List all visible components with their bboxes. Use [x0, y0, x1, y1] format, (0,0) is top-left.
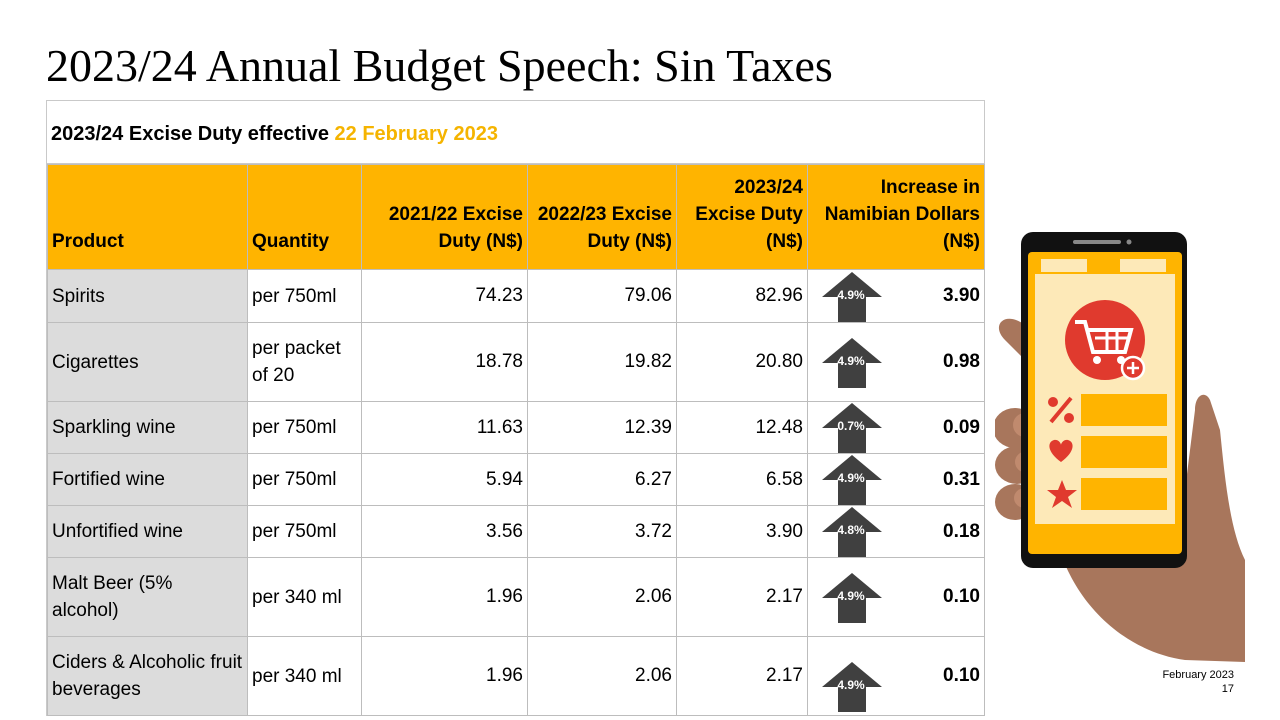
duty-2022-23-cell: 19.82	[527, 322, 677, 402]
product-cell: Fortified wine	[47, 453, 248, 506]
header-2023-24: 2023/24 Excise Duty (N$)	[676, 164, 808, 270]
product-cell: Unfortified wine	[47, 505, 248, 558]
percent-change-label: 4.9%	[837, 471, 865, 485]
table-caption: 2023/24 Excise Duty effective 22 Februar…	[51, 123, 498, 146]
footer-date: February 2023	[1162, 669, 1234, 681]
duty-2023-24-cell: 20.80	[676, 322, 808, 402]
duty-2021-22-cell: 11.63	[361, 401, 528, 454]
quantity-cell: per packet of 20	[247, 322, 362, 402]
increase-cell: 4.9% 0.10	[807, 636, 985, 716]
shopping-phone-illustration	[995, 232, 1245, 662]
up-arrow-icon: 4.9%	[820, 271, 884, 322]
duty-2022-23-cell: 12.39	[527, 401, 677, 454]
up-arrow-icon: 4.8%	[820, 507, 884, 557]
increase-cell: 4.8% 0.18	[807, 505, 985, 558]
table-row: Malt Beer (5% alcohol) per 340 ml 1.96 2.06…	[47, 557, 985, 637]
percent-change-label: 0.7%	[837, 419, 865, 433]
increase-value: 0.18	[943, 520, 980, 542]
quantity-cell: per 340 ml	[247, 636, 362, 716]
header-increase: Increase in Namibian Dollars (N$)	[807, 164, 985, 270]
duty-2023-24-cell: 82.96	[676, 269, 808, 323]
table-row: Ciders & Alcoholic fruit beverages per 34…	[47, 636, 985, 716]
increase-cell: 4.9% 3.90	[807, 269, 985, 323]
slide-footer: February 2023 17	[1162, 668, 1234, 696]
table-row: Fortified wine per 750ml 5.94 6.27 6.58 4.9% 0…	[47, 453, 985, 506]
table-row: Unfortified wine per 750ml 3.56 3.72 3.90 4.8…	[47, 505, 985, 558]
header-quantity: Quantity	[247, 164, 362, 270]
shopping-cart-icon	[1065, 300, 1146, 381]
quantity-cell: per 750ml	[247, 269, 362, 323]
duty-2021-22-cell: 5.94	[361, 453, 528, 506]
increase-value: 0.10	[943, 665, 980, 686]
increase-value: 0.31	[943, 468, 980, 490]
duty-2023-24-cell: 3.90	[676, 505, 808, 558]
increase-value: 0.98	[943, 351, 980, 372]
percent-change-label: 4.9%	[837, 288, 865, 302]
header-2022-23: 2022/23 Excise Duty (N$)	[527, 164, 677, 270]
quantity-cell: per 750ml	[247, 505, 362, 558]
up-arrow-icon: 4.9%	[820, 337, 884, 389]
duty-2022-23-cell: 2.06	[527, 557, 677, 637]
product-cell: Sparkling wine	[47, 401, 248, 454]
header-2021-22: 2021/22 Excise Duty (N$)	[361, 164, 528, 270]
up-arrow-icon: 4.9%	[820, 661, 884, 713]
increase-cell: 0.7% 0.09	[807, 401, 985, 454]
duty-2021-22-cell: 18.78	[361, 322, 528, 402]
percent-change-label: 4.9%	[837, 354, 865, 368]
up-arrow-icon: 0.7%	[820, 403, 884, 453]
increase-cell: 4.9% 0.10	[807, 557, 985, 637]
duty-2022-23-cell: 79.06	[527, 269, 677, 323]
percent-icon	[1045, 394, 1167, 426]
caption-date: 22 February 2023	[334, 123, 498, 145]
caption-prefix: 2023/24 Excise Duty effective	[51, 123, 335, 145]
duty-2022-23-cell: 2.06	[527, 636, 677, 716]
header-product: Product	[47, 164, 248, 270]
increase-cell: 4.9% 0.31	[807, 453, 985, 506]
duty-2021-22-cell: 74.23	[361, 269, 528, 323]
page-number: 17	[1221, 683, 1234, 695]
product-cell: Spirits	[47, 269, 248, 323]
percent-change-label: 4.9%	[837, 678, 865, 692]
increase-value: 0.10	[943, 586, 980, 607]
percent-change-label: 4.8%	[837, 523, 865, 537]
up-arrow-icon: 4.9%	[820, 572, 884, 624]
duty-2022-23-cell: 6.27	[527, 453, 677, 506]
duty-2022-23-cell: 3.72	[527, 505, 677, 558]
table-caption-row: 2023/24 Excise Duty effective 22 Februar…	[47, 101, 984, 164]
increase-cell: 4.9% 0.98	[807, 322, 985, 402]
table-row: Sparkling wine per 750ml 11.63 12.39 12.48 0.…	[47, 401, 985, 454]
table-header-row: Product Quantity 2021/22 Excise Duty (N$…	[47, 164, 985, 270]
heart-icon	[1049, 436, 1167, 468]
increase-value: 3.90	[943, 285, 980, 306]
excise-duty-table: 2023/24 Excise Duty effective 22 Februar…	[46, 100, 985, 716]
duty-2021-22-cell: 1.96	[361, 636, 528, 716]
percent-change-label: 4.9%	[837, 589, 865, 603]
product-cell: Malt Beer (5% alcohol)	[47, 557, 248, 637]
quantity-cell: per 750ml	[247, 453, 362, 506]
up-arrow-icon: 4.9%	[820, 455, 884, 505]
product-cell: Cigarettes	[47, 322, 248, 402]
slide-title: 2023/24 Annual Budget Speech: Sin Taxes	[46, 40, 833, 91]
table-row: Spirits per 750ml 74.23 79.06 82.96 4.9% 3.90	[47, 269, 985, 323]
quantity-cell: per 340 ml	[247, 557, 362, 637]
quantity-cell: per 750ml	[247, 401, 362, 454]
duty-2023-24-cell: 12.48	[676, 401, 808, 454]
duty-2021-22-cell: 1.96	[361, 557, 528, 637]
increase-value: 0.09	[943, 416, 980, 438]
duty-2023-24-cell: 2.17	[676, 636, 808, 716]
star-icon	[1047, 478, 1167, 510]
duty-2023-24-cell: 2.17	[676, 557, 808, 637]
table-row: Cigarettes per packet of 20 18.78 19.82 20.8…	[47, 322, 985, 402]
product-cell: Ciders & Alcoholic fruit beverages	[47, 636, 248, 716]
excise-table: Product Quantity 2021/22 Excise Duty (N$…	[47, 164, 985, 716]
duty-2023-24-cell: 6.58	[676, 453, 808, 506]
duty-2021-22-cell: 3.56	[361, 505, 528, 558]
